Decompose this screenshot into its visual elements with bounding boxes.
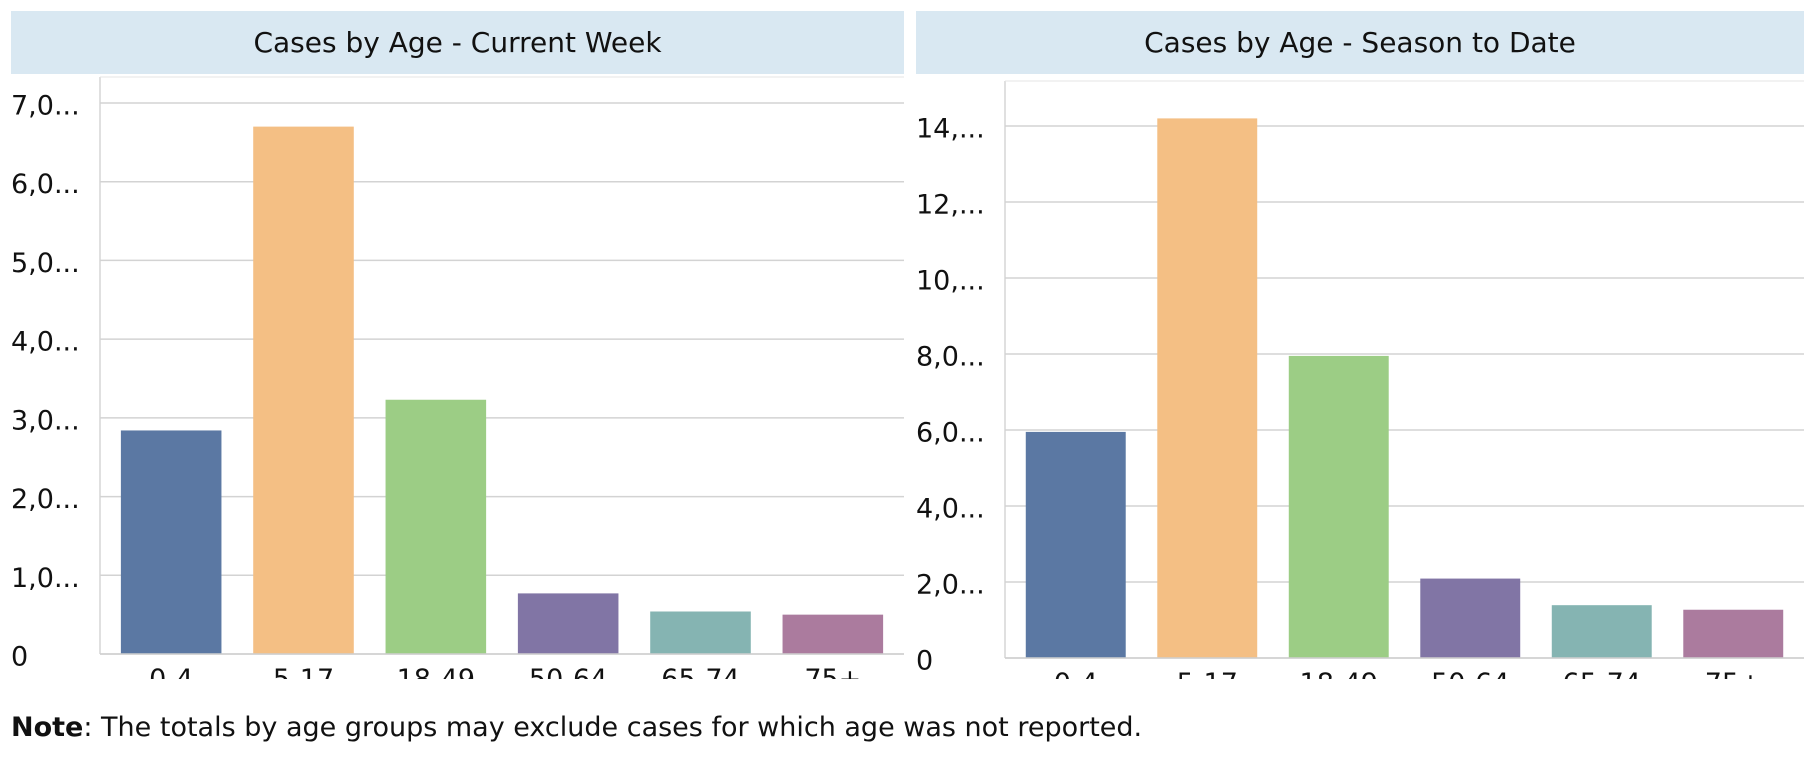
x-tick-label: 0-4 (1054, 668, 1098, 679)
x-tick-label: 50-64 (529, 664, 607, 679)
x-tick-label: 5-17 (1177, 668, 1238, 679)
x-tick-label: 50-64 (1431, 668, 1509, 679)
x-tick-label: 18-49 (397, 664, 475, 679)
bar-0-4[interactable] (1025, 431, 1126, 658)
y-tick-label: 2,0... (11, 484, 80, 515)
y-tick-label: 6,0... (11, 169, 80, 200)
bar-65-74[interactable] (1551, 605, 1652, 658)
x-tick-label: 0-4 (149, 664, 193, 679)
footnote-text: : The totals by age groups may exclude c… (83, 712, 1143, 743)
bar-chart-season-to-date: 0 2,0... 4,0... 6,0... 8,0... 10,... 12,... 14,… (916, 80, 1804, 679)
bar-18-49[interactable] (385, 399, 487, 654)
y-tick-label: 4,0... (916, 494, 985, 525)
x-tick-label: 75+ (1705, 668, 1762, 679)
x-tick-label: 65-74 (661, 664, 739, 679)
x-tick-label: 75+ (804, 664, 861, 679)
x-tick-label: 18-49 (1300, 668, 1378, 679)
y-tick-label: 14,... (916, 114, 985, 145)
y-tick-label: 0 (916, 646, 933, 677)
y-tick-label: 4,0... (11, 327, 80, 358)
chart-title-current-week: Cases by Age - Current Week (11, 11, 904, 74)
bar-75+[interactable] (782, 614, 884, 654)
x-tick-label: 65-74 (1563, 668, 1641, 679)
y-tick-label: 3,0... (11, 405, 80, 436)
y-tick-label: 12,... (916, 190, 985, 221)
bar-0-4[interactable] (120, 430, 222, 654)
bar-18-49[interactable] (1288, 355, 1389, 658)
y-tick-label: 5,0... (11, 248, 80, 279)
y-tick-label: 2,0... (916, 570, 985, 601)
bar-65-74[interactable] (650, 611, 751, 654)
chart-panel-current-week: Cases by Age - Current Week 0 1,0... 2,0..… (11, 11, 904, 679)
y-tick-label: 7,0... (11, 91, 80, 122)
y-tick-label: 10,... (916, 266, 985, 297)
bar-50-64[interactable] (1420, 578, 1521, 658)
y-tick-label: 1,0... (11, 563, 80, 594)
y-tick-label: 8,0... (916, 342, 985, 373)
bar-5-17[interactable] (1157, 118, 1258, 658)
bar-50-64[interactable] (517, 593, 619, 654)
bar-5-17[interactable] (253, 126, 354, 655)
y-tick-label: 0 (11, 642, 28, 673)
footnote: Note: The totals by age groups may exclu… (11, 712, 1142, 743)
bar-75+[interactable] (1683, 609, 1784, 658)
y-tick-label: 6,0... (916, 418, 985, 449)
x-tick-label: 5-17 (273, 664, 334, 679)
chart-panel-season-to-date: Cases by Age - Season to Date 0 2,0... 4,0… (916, 11, 1804, 679)
chart-title-season-to-date: Cases by Age - Season to Date (916, 11, 1804, 74)
footnote-label: Note (11, 712, 84, 743)
bar-chart-current-week: 0 1,0... 2,0... 3,0... 4,0... 5,0... 6,0... 7,0… (11, 76, 904, 679)
